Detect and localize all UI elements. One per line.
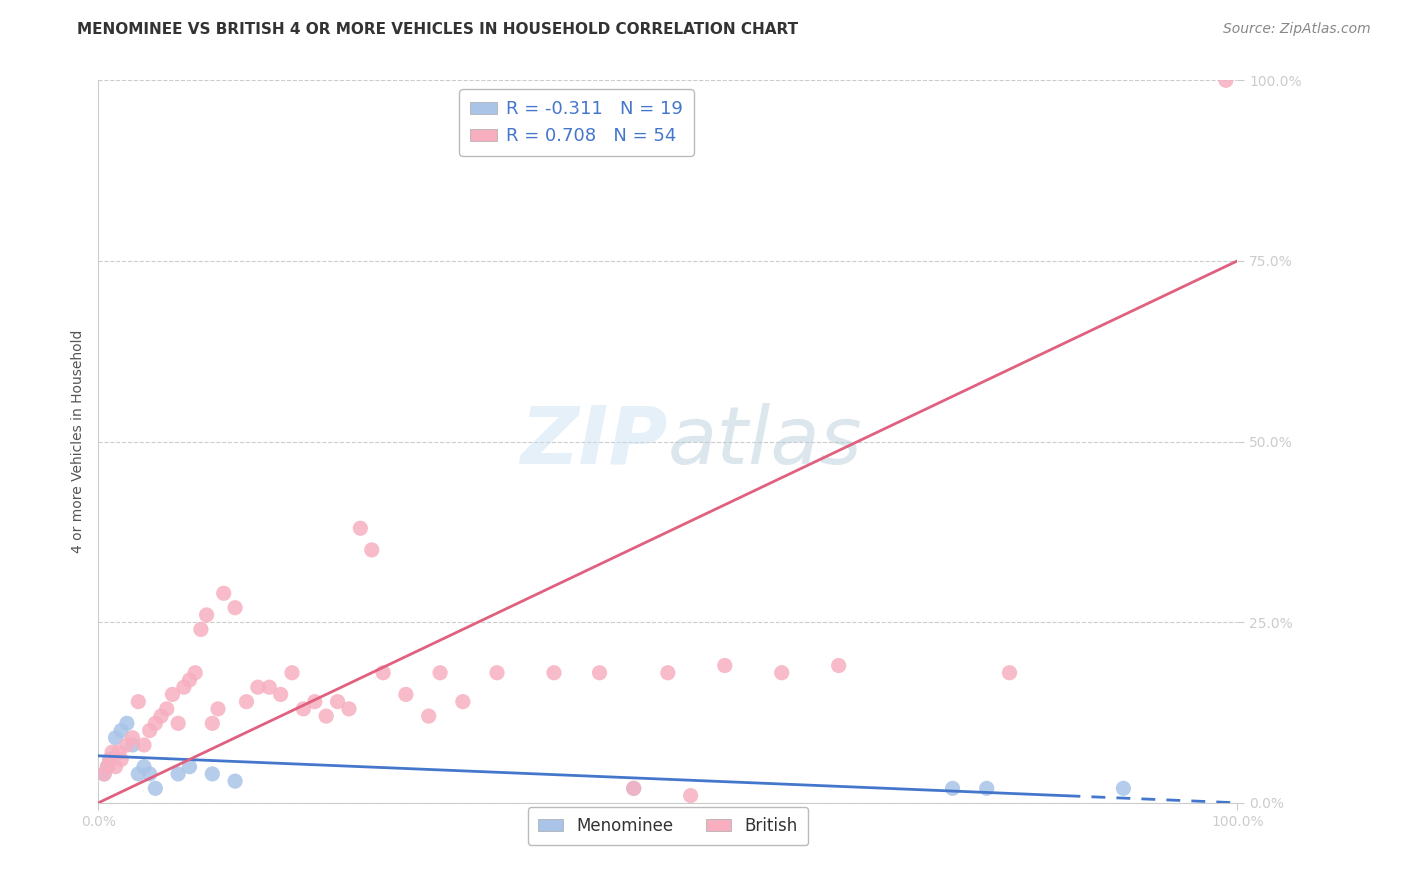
Point [224,600,246,615]
Point [304,695,326,709]
Point [145,781,167,796]
Point [121,738,143,752]
Point [201,716,224,731]
Text: atlas: atlas [668,402,863,481]
Point [770,665,793,680]
Point [167,767,190,781]
Point [127,695,149,709]
Point [132,738,155,752]
Point [486,665,509,680]
Point [326,695,349,709]
Point [679,789,702,803]
Point [714,658,737,673]
Point [1112,781,1135,796]
Point [224,774,246,789]
Point [623,781,645,796]
Point [108,745,131,759]
Point [98,752,121,766]
Point [337,702,360,716]
Point [657,665,679,680]
Point [150,709,173,723]
Point [96,760,118,774]
Point [179,760,201,774]
Point [1215,73,1237,87]
Point [104,760,127,774]
Point [110,723,132,738]
Point [371,665,394,680]
Point [281,665,304,680]
Point [162,687,184,701]
Point [132,760,155,774]
Point [207,702,229,716]
Point [395,687,418,701]
Text: MENOMINEE VS BRITISH 4 OR MORE VEHICLES IN HOUSEHOLD CORRELATION CHART: MENOMINEE VS BRITISH 4 OR MORE VEHICLES … [77,22,799,37]
Point [623,781,645,796]
Point [270,687,292,701]
Point [167,716,190,731]
Point [235,695,257,709]
Legend: Menominee, British: Menominee, British [527,807,808,845]
Point [451,695,474,709]
Point [212,586,235,600]
Point [173,680,195,694]
Point [115,716,138,731]
Point [156,702,179,716]
Point [93,767,115,781]
Point [138,723,160,738]
Point [315,709,337,723]
Point [543,665,565,680]
Point [179,673,201,687]
Point [101,745,124,759]
Point [828,658,851,673]
Point [429,665,451,680]
Text: Source: ZipAtlas.com: Source: ZipAtlas.com [1223,22,1371,37]
Point [121,731,143,745]
Point [195,607,218,622]
Point [96,760,118,774]
Point [998,665,1021,680]
Point [349,521,371,535]
Point [190,623,212,637]
Text: ZIP: ZIP [520,402,668,481]
Point [292,702,315,716]
Point [93,767,115,781]
Point [145,716,167,731]
Point [104,731,127,745]
Y-axis label: 4 or more Vehicles in Household: 4 or more Vehicles in Household [70,330,84,553]
Point [942,781,965,796]
Point [588,665,610,680]
Point [259,680,281,694]
Point [201,767,224,781]
Point [110,752,132,766]
Point [246,680,269,694]
Point [360,542,382,557]
Point [98,752,121,766]
Point [138,767,160,781]
Point [418,709,440,723]
Point [115,738,138,752]
Point [127,767,149,781]
Point [976,781,998,796]
Point [184,665,207,680]
